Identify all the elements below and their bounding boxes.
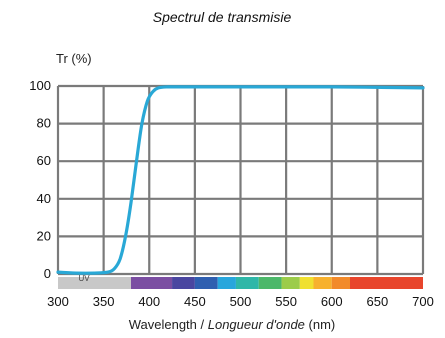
x-tick-label: 300 <box>47 294 69 309</box>
spectrum-band <box>172 277 195 289</box>
series-line <box>56 85 425 275</box>
uv-band-label: UV <box>78 274 90 283</box>
spectrum-band <box>58 277 131 289</box>
grid <box>56 84 425 276</box>
spectrum-band <box>313 277 332 289</box>
x-tick-label: 500 <box>230 294 252 309</box>
x-axis-label-unit: (nm) <box>305 317 335 332</box>
series-group <box>56 85 425 275</box>
x-tick-label: 700 <box>412 294 434 309</box>
x-axis-label: Wavelength / Longueur d'onde (nm) <box>129 317 336 332</box>
spectrum-band <box>299 277 314 289</box>
spectrum-bands <box>58 277 423 289</box>
spectrum-band <box>281 277 300 289</box>
y-tick-label: 20 <box>37 228 51 243</box>
y-tick-label: 0 <box>44 266 51 281</box>
spectrum-band <box>131 277 173 289</box>
spectrum-band <box>331 277 350 289</box>
y-tick-label: 60 <box>37 153 51 168</box>
spectrum-band <box>235 277 259 289</box>
spectrum-band <box>258 277 282 289</box>
x-tick-label: 350 <box>93 294 115 309</box>
x-tick-label: 550 <box>275 294 297 309</box>
chart-title: Spectrul de transmisie <box>153 9 292 25</box>
x-tick-labels: 300 350 400 450 500 550 600 650 700 <box>47 294 434 309</box>
spectrum-band <box>194 277 218 289</box>
x-tick-label: 650 <box>367 294 389 309</box>
spectrum-band <box>217 277 236 289</box>
x-tick-label: 450 <box>184 294 206 309</box>
y-tick-label: 100 <box>29 78 51 93</box>
spectrum-band <box>350 277 423 289</box>
x-axis-label-main: Wavelength / <box>129 317 208 332</box>
x-tick-label: 600 <box>321 294 343 309</box>
x-axis-label-italic: Longueur d'onde <box>208 317 305 332</box>
y-tick-label: 80 <box>37 116 51 131</box>
x-tick-label: 400 <box>138 294 160 309</box>
y-tick-labels: 0 20 40 60 80 100 <box>29 78 51 281</box>
y-axis-label: Tr (%) <box>56 51 92 66</box>
y-tick-label: 40 <box>37 191 51 206</box>
